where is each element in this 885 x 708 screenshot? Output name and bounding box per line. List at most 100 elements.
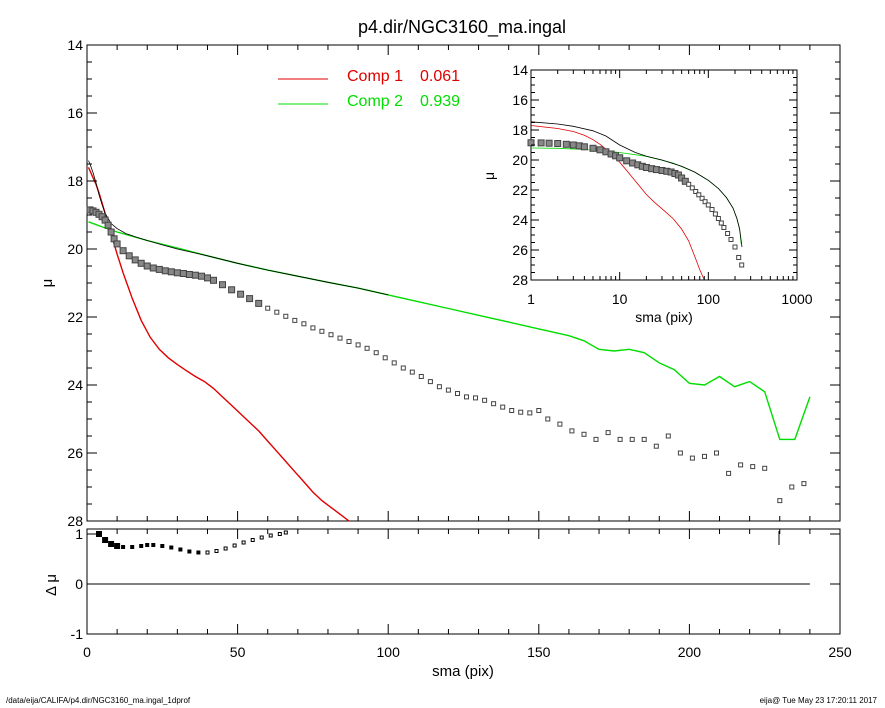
- main-data-point: [255, 299, 263, 307]
- main-data-point: [702, 453, 707, 459]
- main-y-tick-label: 22: [67, 309, 83, 325]
- main-data-point: [185, 271, 193, 278]
- residual-data-point: [96, 531, 102, 537]
- main-data-point: [228, 286, 236, 294]
- inset-x-tick-label: 1000: [781, 291, 812, 307]
- residual-data-point: [268, 533, 273, 538]
- inset-data-point: [705, 202, 711, 208]
- inset-x-axis-label: sma (pix): [635, 309, 693, 325]
- main-data-point: [355, 342, 361, 348]
- main-data-point: [677, 450, 683, 456]
- main-y-tick-label: 16: [67, 105, 83, 121]
- main-data-point: [445, 387, 451, 393]
- main-data-point: [283, 313, 289, 319]
- residual-data-point: [283, 530, 288, 535]
- residual-data-point: [160, 544, 165, 548]
- inset-data-point: [527, 139, 535, 147]
- main-data-point: [155, 265, 163, 273]
- main-data-point: [346, 339, 352, 344]
- inset-data-point: [681, 177, 689, 185]
- main-y-axis-label: μ: [39, 279, 56, 288]
- main-data-point: [104, 221, 112, 229]
- main-data-point: [665, 433, 671, 439]
- residual-data-point: [241, 540, 246, 545]
- inset-data-point: [616, 154, 624, 162]
- main-data-point: [274, 309, 280, 315]
- residual-data-point: [108, 541, 115, 547]
- residual-data-point: [114, 543, 121, 549]
- inset-y-tick-label: 18: [512, 122, 528, 138]
- main-data-point: [167, 268, 175, 276]
- residual-data-point: [223, 546, 228, 551]
- inset-data-point: [702, 199, 708, 205]
- main-data-point: [473, 395, 478, 401]
- residual-data-point: [214, 549, 219, 553]
- main-plot: 14 16 18 20 22 24 26 28: [67, 37, 841, 529]
- legend-value-comp1: 0.061: [420, 68, 460, 85]
- residual-y-tick-label: 0: [75, 576, 83, 592]
- main-data-point: [777, 498, 783, 504]
- inset-y-tick-label: 28: [512, 272, 528, 288]
- main-data-point: [161, 267, 169, 275]
- main-data-point: [319, 328, 325, 334]
- main-data-point: [237, 290, 245, 298]
- main-data-point: [119, 247, 127, 255]
- main-data-point: [149, 264, 157, 272]
- inset-data-point: [689, 185, 695, 191]
- main-data-point: [436, 384, 442, 390]
- main-data-point: [464, 394, 469, 400]
- main-data-point: [219, 281, 226, 289]
- inset-plot: 14 16 18 20 22 24 26 28 1 10 100 1000: [512, 62, 812, 307]
- inset-data-point: [623, 157, 631, 165]
- main-data-point: [617, 436, 623, 442]
- inset-series-total: [530, 121, 743, 248]
- residual-data-point: [151, 543, 156, 547]
- residual-data-point: [196, 550, 201, 555]
- main-data-point: [107, 228, 115, 236]
- main-data-point: [653, 443, 659, 449]
- main-data-point: [427, 379, 433, 385]
- main-data-point: [364, 345, 370, 351]
- main-data-point: [113, 240, 121, 248]
- inset-x-tick-label: 10: [612, 291, 628, 307]
- main-data-point: [191, 271, 199, 279]
- main-y-tick-label: 28: [67, 513, 83, 529]
- main-x-tick-label: 200: [678, 644, 702, 660]
- main-data-point: [328, 332, 334, 338]
- legend-label-comp2: Comp 2: [347, 93, 403, 110]
- inset-data-point: [537, 139, 545, 147]
- inset-y-tick-label: 22: [512, 182, 528, 198]
- inset-data-point: [699, 195, 705, 201]
- residual-plot: -1 0 1 0 50 100 150 200 250: [71, 526, 852, 660]
- inset-data-point: [736, 255, 742, 260]
- main-data-point: [337, 335, 343, 341]
- main-data-point: [789, 484, 795, 490]
- main-data-point: [527, 410, 533, 416]
- main-data-point: [762, 465, 768, 471]
- inset-y-tick-label: 16: [512, 92, 528, 108]
- main-data-point: [536, 408, 542, 413]
- main-data-point: [455, 391, 460, 396]
- inset-data-point: [554, 140, 562, 147]
- main-x-tick-label: 50: [230, 644, 246, 660]
- main-data-point: [557, 421, 563, 427]
- inset-data-point: [725, 231, 731, 236]
- main-data-point: [518, 409, 524, 415]
- main-data-point: [400, 365, 406, 371]
- main-y-tick-label: 26: [67, 445, 83, 461]
- residual-data-point: [259, 535, 264, 540]
- main-data-point: [210, 276, 217, 284]
- main-data-point: [143, 262, 151, 270]
- inset-data-point: [545, 139, 553, 147]
- main-data-point: [726, 470, 732, 476]
- legend-label-comp1: Comp 1: [347, 68, 403, 85]
- inset-y-axis-label: μ: [481, 172, 497, 180]
- footer-timestamp: eija@ Tue May 23 17:20:11 2017: [760, 696, 878, 705]
- inset-data-point: [712, 211, 718, 217]
- main-data-point: [310, 325, 316, 331]
- main-data-point: [137, 259, 145, 267]
- main-data-point: [482, 397, 488, 403]
- chart-title: p4.dir/NGC3160_ma.ingal: [358, 17, 566, 38]
- inset-plot-background: [531, 70, 797, 280]
- main-data-point: [641, 436, 647, 442]
